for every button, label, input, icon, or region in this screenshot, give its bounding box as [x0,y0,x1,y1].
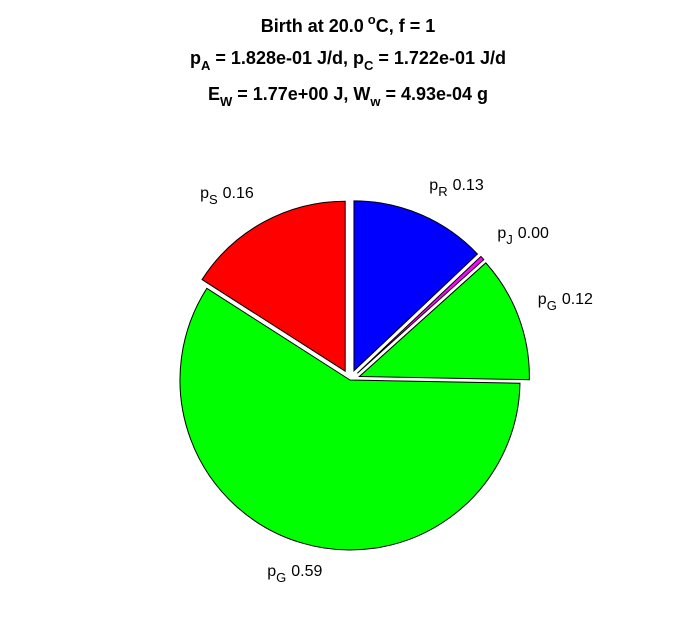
pie-slice [179,287,521,551]
label-name: p [429,177,438,194]
label-value: 0.12 [562,291,593,308]
chart-subtitle: EW = 1.77e+00 J, Ww = 4.93e-04 g [208,84,488,109]
pie-slice [353,200,479,372]
label-name: p [267,563,276,580]
slice-label: pG 0.59 [267,563,322,585]
label-value: 0.16 [223,185,254,202]
label-name: p [200,185,209,202]
label-subscript: S [209,192,218,207]
pie-slice [357,255,485,374]
label-subscript: G [547,298,557,313]
pie-slice [358,262,530,381]
label-value: 0.59 [291,563,322,580]
label-subscript: R [438,184,447,199]
chart-title: Birth at 20.0 oC, f = 1 [261,12,436,36]
slice-label: pG 0.12 [538,291,593,313]
slice-label: pS 0.16 [200,185,254,207]
label-subscript: G [276,570,286,585]
pie-slice [201,200,346,373]
label-subscript: J [506,232,512,247]
label-value: 0.00 [518,225,549,242]
slice-label: pJ 0.00 [497,225,549,247]
label-value: 0.13 [453,177,484,194]
label-name: p [497,225,506,242]
label-name: p [538,291,547,308]
slice-label: pR 0.13 [429,177,484,199]
chart-subtitle: pA = 1.828e-01 J/d, pC = 1.722e-01 J/d [190,48,506,73]
